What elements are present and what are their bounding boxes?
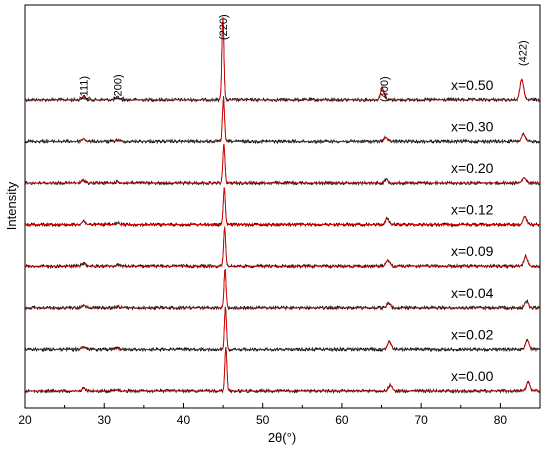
trace-fit-4 — [25, 226, 540, 267]
x-axis: 20 30 40 50 60 70 80 — [18, 403, 507, 427]
series-label-5: x=0.04 — [451, 285, 494, 301]
trace-fit-6 — [25, 308, 540, 350]
x-tick-label-20: 20 — [18, 413, 32, 427]
peak-label-3: (400) — [379, 76, 391, 102]
series-label-2: x=0.20 — [451, 160, 494, 176]
x-tick-label-60: 60 — [335, 413, 349, 427]
series-label-7: x=0.00 — [451, 368, 494, 384]
series-label-4: x=0.09 — [451, 243, 494, 259]
peak-label-1: (200) — [113, 74, 125, 100]
x-tick-label-50: 50 — [256, 413, 270, 427]
peak-labels: (111) (200) (220) (400) (422) — [79, 14, 530, 102]
peak-label-4: (422) — [518, 40, 530, 66]
y-axis-title: Intensity — [4, 181, 19, 230]
series-label-1: x=0.30 — [451, 118, 494, 134]
x-tick-label-80: 80 — [494, 413, 508, 427]
series-label-0: x=0.50 — [451, 77, 494, 93]
x-tick-label-70: 70 — [414, 413, 428, 427]
peak-label-0: (111) — [79, 76, 91, 100]
trace-fit-5 — [25, 268, 540, 309]
x-axis-title: 2θ(°) — [268, 430, 296, 445]
x-tick-label-40: 40 — [177, 413, 191, 427]
peak-label-2: (220) — [218, 14, 230, 40]
series-traces — [24, 16, 541, 395]
x-tick-label-30: 30 — [98, 413, 112, 427]
trace-fit-0 — [25, 16, 540, 101]
plot-frame — [24, 4, 541, 409]
trace-observed-2 — [24, 143, 541, 187]
trace-fit-1 — [25, 97, 540, 142]
series-labels: x=0.50 x=0.30 x=0.20 x=0.12 x=0.09 x=0.04 x=0.… — [451, 77, 494, 384]
trace-fit-2 — [25, 143, 540, 184]
trace-fit-3 — [25, 187, 540, 226]
trace-observed-4 — [24, 227, 541, 270]
trace-fit-7 — [25, 346, 540, 392]
series-label-3: x=0.12 — [451, 202, 494, 218]
series-label-6: x=0.02 — [451, 326, 494, 342]
